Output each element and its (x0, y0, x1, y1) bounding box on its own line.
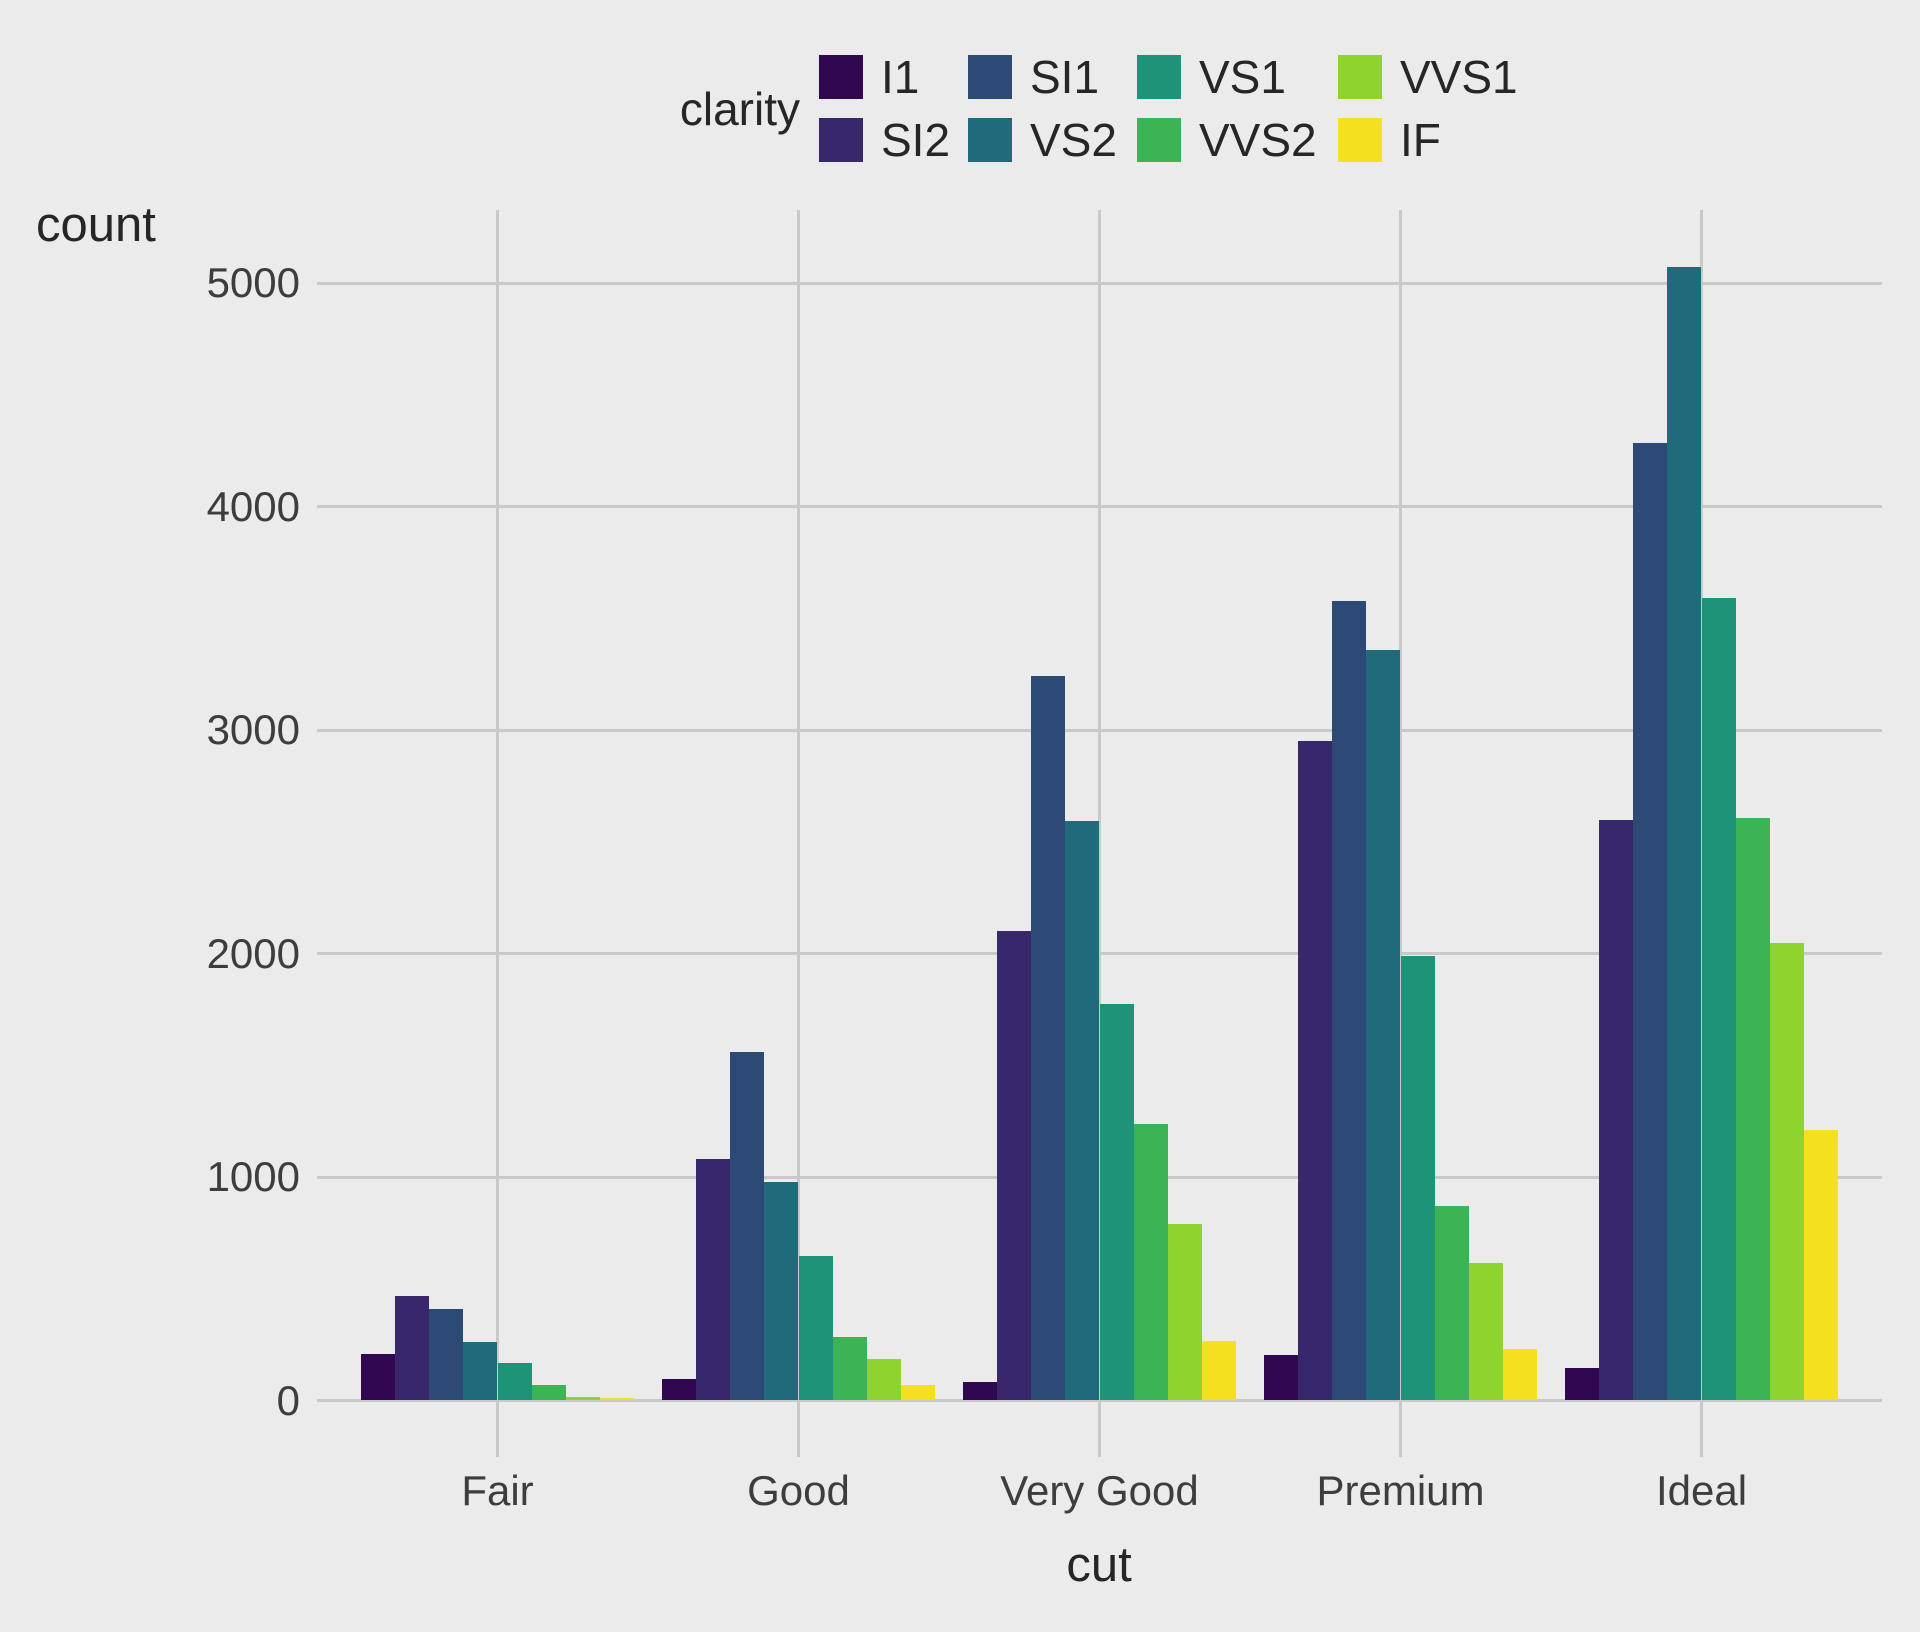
bar-good-vvs2 (832, 1336, 867, 1401)
y-tick-label-5000: 5000 (206, 259, 300, 306)
gridline-x-premium (1399, 210, 1402, 1457)
legend-label-if: IF (1400, 114, 1441, 166)
legend-label-i1: I1 (881, 51, 920, 103)
bar-good-vvs1 (866, 1358, 902, 1401)
y-tick-label-4000: 4000 (206, 482, 300, 530)
bar-premium-vvs2 (1434, 1206, 1469, 1401)
bar-ideal-vs2 (1667, 267, 1702, 1401)
bar-ideal-si1 (1633, 443, 1668, 1401)
bar-very-good-if (1202, 1340, 1237, 1401)
bar-very-good-vvs2 (1133, 1124, 1168, 1401)
x-tick-label-very-good: Very Good (1000, 1467, 1199, 1514)
bar-premium-si1 (1332, 601, 1367, 1401)
bar-fair-si2 (394, 1296, 430, 1401)
bar-premium-vs1 (1400, 955, 1435, 1401)
bar-premium-i1 (1263, 1354, 1298, 1401)
legend-swatch-si1 (968, 55, 1012, 99)
legend-swatch-if (1338, 118, 1382, 162)
y-tick-label-3000: 3000 (206, 706, 300, 753)
bar-fair-i1 (360, 1353, 395, 1401)
x-tick-label-good: Good (747, 1467, 850, 1514)
y-axis-title: count (36, 198, 156, 252)
bar-fair-vvs1 (565, 1396, 601, 1401)
bar-fair-if (600, 1398, 635, 1401)
x-tick-label-ideal: Ideal (1655, 1467, 1748, 1514)
y-tick-label-0: 0 (276, 1376, 300, 1424)
bar-fair-vs2 (463, 1342, 498, 1401)
bar-ideal-si2 (1598, 819, 1634, 1401)
bar-ideal-vvs1 (1769, 942, 1805, 1401)
bar-very-good-si2 (996, 931, 1032, 1401)
bar-premium-vs2 (1366, 650, 1401, 1401)
legend-swatch-i1 (819, 55, 863, 99)
legend-label-vvs2: VVS2 (1199, 114, 1317, 166)
legend-swatch-vvs1 (1338, 55, 1382, 99)
legend-label-vs2: VS2 (1030, 114, 1117, 166)
y-tick-label-2000: 2000 (206, 929, 300, 977)
legend-swatch-vvs2 (1137, 118, 1181, 162)
gridline-x-fair (496, 210, 499, 1457)
x-tick-label-fair: Fair (461, 1467, 534, 1514)
bar-very-good-vs1 (1099, 1003, 1134, 1401)
bar-good-si2 (695, 1158, 731, 1401)
bar-good-if (901, 1384, 936, 1401)
x-axis-title: cut (1066, 1538, 1132, 1592)
bar-very-good-vs2 (1065, 821, 1100, 1401)
plot-panel (317, 210, 1882, 1457)
bar-ideal-vvs2 (1735, 818, 1770, 1401)
gridline-x-good (797, 210, 800, 1457)
legend-label-vs1: VS1 (1199, 51, 1286, 103)
bar-very-good-i1 (962, 1381, 997, 1401)
x-tick-label-premium: Premium (1316, 1467, 1485, 1514)
legend-swatch-vs2 (968, 118, 1012, 162)
bar-fair-vvs2 (531, 1385, 566, 1401)
y-tick-label-1000: 1000 (206, 1153, 300, 1200)
bar-ideal-i1 (1564, 1367, 1599, 1401)
legend-label-si1: SI1 (1030, 51, 1100, 103)
bar-ideal-if (1804, 1129, 1839, 1401)
legend-label-vvs1: VVS1 (1400, 51, 1518, 103)
bar-fair-vs1 (497, 1362, 532, 1401)
bar-good-i1 (661, 1379, 696, 1401)
bar-premium-vvs1 (1468, 1262, 1504, 1401)
bar-very-good-vvs1 (1167, 1224, 1203, 1401)
bar-good-vs2 (764, 1181, 799, 1401)
legend-swatch-vs1 (1137, 55, 1181, 99)
legend-label-si2: SI2 (881, 114, 951, 166)
bar-good-si1 (730, 1051, 765, 1401)
bar-ideal-vs1 (1701, 598, 1736, 1401)
gridline-x-very-good (1098, 210, 1101, 1457)
bar-premium-si2 (1297, 741, 1333, 1401)
legend-swatch-si2 (819, 118, 863, 162)
bar-very-good-si1 (1031, 676, 1066, 1401)
bar-good-vs1 (798, 1255, 833, 1401)
bar-premium-if (1503, 1349, 1538, 1401)
legend-title: clarity (679, 83, 800, 135)
bar-fair-si1 (429, 1309, 464, 1401)
